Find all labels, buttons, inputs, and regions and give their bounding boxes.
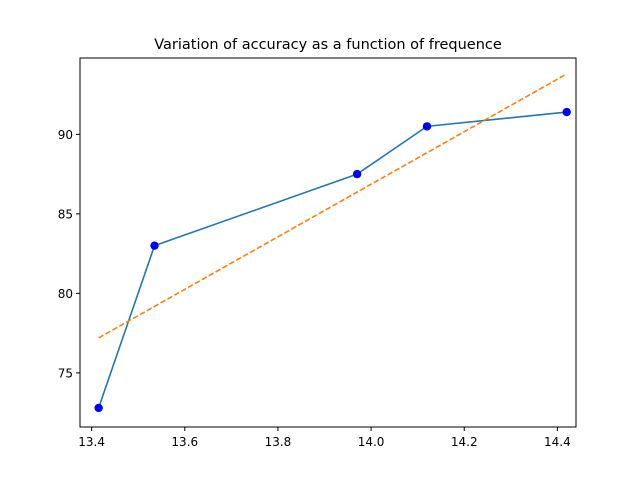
data-point	[562, 107, 571, 117]
x-tick-label: 13.8	[265, 435, 292, 449]
x-tick-label: 13.6	[171, 435, 198, 449]
y-tick-label: 90	[58, 128, 73, 142]
y-tick-label: 85	[58, 207, 73, 221]
data-line	[97, 111, 567, 409]
x-tick-label: 14.0	[358, 435, 385, 449]
chart-title: Variation of accuracy as a function of f…	[154, 37, 502, 53]
y-tick-label: 75	[58, 366, 73, 380]
data-point	[150, 241, 159, 250]
plot-frame	[79, 57, 577, 428]
data-point	[352, 169, 362, 179]
fit-line	[98, 73, 568, 339]
x-tick-label: 14.4	[544, 435, 571, 449]
plot-marks	[94, 73, 571, 413]
data-point	[94, 403, 103, 413]
x-tick-label: 14.2	[451, 435, 478, 449]
axes: 13.4 13.6 13.8 14.0 14.2 14.4 75 80 85 90	[58, 57, 577, 449]
data-point	[422, 122, 432, 131]
y-tick-label: 80	[58, 287, 73, 301]
x-tick-label: 13.4	[78, 435, 105, 449]
